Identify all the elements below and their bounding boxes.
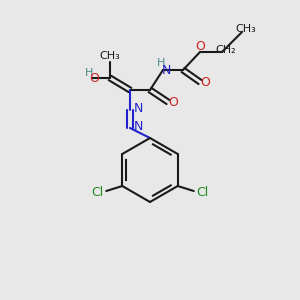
Text: O: O <box>200 76 210 88</box>
Text: H: H <box>85 68 93 78</box>
Text: CH₂: CH₂ <box>216 45 236 55</box>
Text: Cl: Cl <box>91 187 104 200</box>
Text: H: H <box>157 58 165 68</box>
Text: N: N <box>133 119 143 133</box>
Text: N: N <box>161 64 171 76</box>
Text: CH₃: CH₃ <box>100 51 120 61</box>
Text: N: N <box>133 101 143 115</box>
Text: O: O <box>195 40 205 53</box>
Text: O: O <box>89 71 99 85</box>
Text: Cl: Cl <box>196 187 209 200</box>
Text: CH₃: CH₃ <box>236 24 256 34</box>
Text: O: O <box>168 95 178 109</box>
